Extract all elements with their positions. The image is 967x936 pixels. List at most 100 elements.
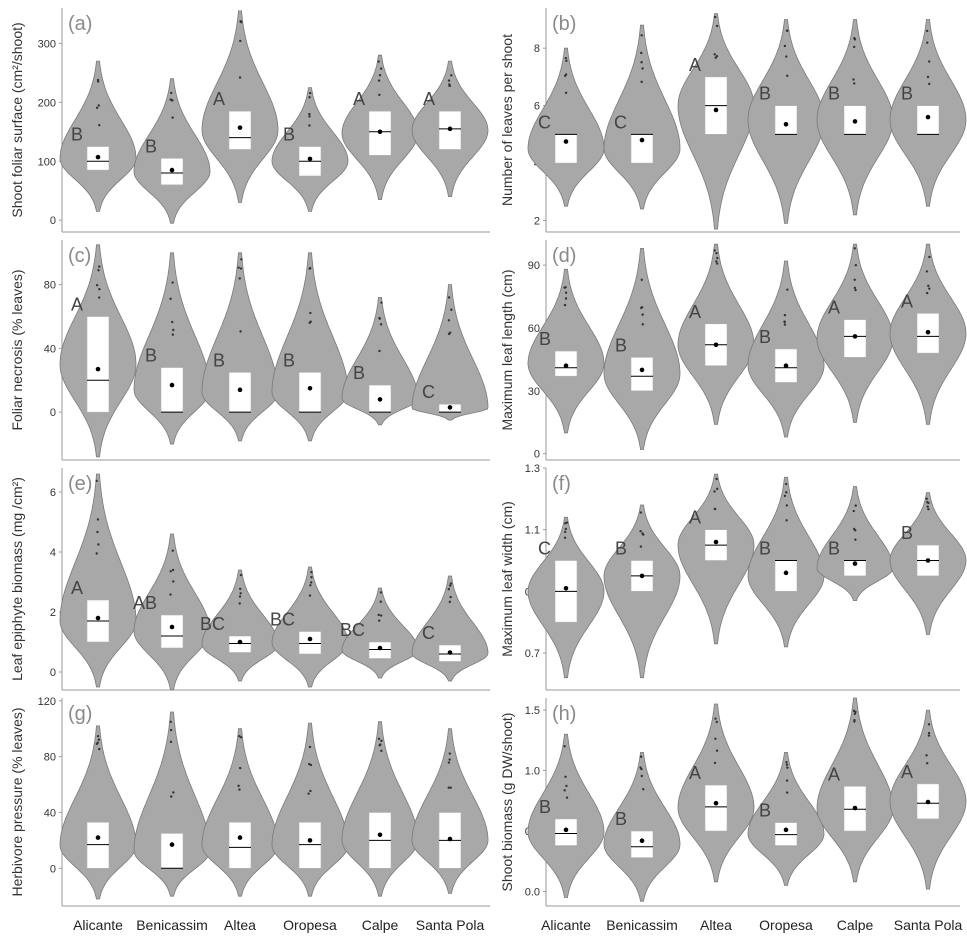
outlier-dot <box>715 720 718 724</box>
panel-e: 0 2 4 6 Leaf epiphyte biomass (mg /cm²) (e) A A… <box>9 468 490 691</box>
outlier-dot <box>309 584 312 587</box>
x-category-label: Oropesa <box>283 917 337 933</box>
outlier-dot <box>308 594 312 597</box>
outlier-dot <box>96 741 99 744</box>
outlier-dot <box>927 60 931 63</box>
significance-letter: B <box>353 363 365 383</box>
significance-letter: C <box>422 382 435 402</box>
outlier-dot <box>448 758 451 761</box>
outlier-dot <box>171 281 174 284</box>
panel-label: (g) <box>68 703 92 725</box>
outlier-dot <box>715 251 718 255</box>
outlier-dot <box>378 93 381 97</box>
outlier-dot <box>170 320 174 324</box>
box-benicassim <box>160 614 184 649</box>
outlier-dot <box>238 788 241 791</box>
outlier-dot <box>786 29 789 32</box>
outlier-dot <box>308 112 311 116</box>
outlier-dot <box>639 545 643 548</box>
outlier-dot <box>563 745 566 748</box>
outlier-dot <box>95 552 98 555</box>
significance-letter: B <box>213 350 225 370</box>
outlier-dot <box>783 320 786 323</box>
outlier-dot <box>309 789 312 793</box>
outlier-dot <box>98 287 101 291</box>
outlier-dot <box>171 333 175 336</box>
violin-altea <box>201 252 279 442</box>
y-tick-label: 60 <box>528 323 540 335</box>
y-tick-label: 80 <box>44 280 56 292</box>
box-alicante <box>554 134 578 164</box>
violin-alicante <box>59 725 137 900</box>
box-alicante <box>86 821 110 869</box>
outlier-dot <box>715 260 718 263</box>
y-tick-label: 8 <box>534 43 540 55</box>
outlier-dot <box>96 518 100 521</box>
significance-letter: B <box>145 136 157 156</box>
outlier-dot <box>239 736 243 739</box>
outlier-dot <box>564 297 568 300</box>
mean-dot <box>169 167 175 173</box>
outlier-dot <box>448 752 451 755</box>
outlier-dot <box>377 613 380 617</box>
violin-benicassim <box>603 752 681 902</box>
mean-dot <box>307 636 313 642</box>
mean-dot <box>169 382 175 388</box>
outlier-dot <box>447 587 451 591</box>
outlier-dot <box>447 319 451 322</box>
outlier-dot <box>98 747 101 751</box>
mean-dot <box>639 838 645 843</box>
panel-c: 0 40 80 Foliar necrosis (% leaves) (c) A B B B B C <box>9 240 490 461</box>
mean-dot <box>852 805 858 811</box>
outlier-dot <box>713 249 716 252</box>
panel-label: (f) <box>552 473 571 495</box>
outlier-dot <box>564 775 567 778</box>
y-tick-label: 1.1 <box>525 525 540 537</box>
x-category-label: Santa Pola <box>894 917 963 933</box>
mean-dot <box>925 329 931 335</box>
outlier-dot <box>172 580 175 583</box>
outlier-dot <box>640 80 643 84</box>
outlier-dot <box>785 491 788 494</box>
y-tick-label: 0 <box>50 667 56 679</box>
outlier-dot <box>379 323 383 326</box>
outlier-dot <box>854 288 857 292</box>
outlier-dot <box>448 584 452 587</box>
y-axis-label: Shoot foliar surface (cm²/shoot) <box>9 22 25 217</box>
mean-dot <box>237 835 243 840</box>
outlier-dot <box>783 44 787 48</box>
outlier-dot <box>565 521 569 524</box>
mean-dot <box>377 645 383 651</box>
outlier-dot <box>715 477 718 481</box>
outlier-dot <box>377 60 380 63</box>
significance-letter: C <box>422 623 435 643</box>
outlier-dot <box>785 504 789 507</box>
outlier-dot <box>854 263 858 267</box>
y-tick-label: 1.5 <box>525 705 540 717</box>
box-oropesa <box>774 105 798 135</box>
significance-letter: B <box>828 84 840 104</box>
outlier-dot <box>853 82 856 85</box>
panel-label: (b) <box>552 13 576 35</box>
outlier-dot <box>447 786 450 789</box>
mean-dot <box>925 558 931 563</box>
outlier-dot <box>641 313 644 316</box>
mean-dot <box>713 107 719 113</box>
outlier-dot <box>852 78 855 81</box>
outlier-dot <box>854 538 857 541</box>
outlier-dot <box>239 573 243 577</box>
outlier-dot <box>641 67 644 70</box>
outlier-dot <box>379 67 383 70</box>
significance-letter: B <box>71 125 83 145</box>
mean-dot <box>377 832 383 838</box>
outlier-dot <box>640 51 643 55</box>
outlier-dot <box>239 592 242 595</box>
significance-letter: B <box>283 125 295 145</box>
outlier-dot <box>853 719 856 722</box>
outlier-dot <box>565 59 568 62</box>
outlier-dot <box>169 297 172 301</box>
y-tick-label: 40 <box>44 343 56 355</box>
y-tick-label: 2 <box>534 216 540 228</box>
mean-dot <box>852 119 858 124</box>
outlier-dot <box>564 91 568 94</box>
